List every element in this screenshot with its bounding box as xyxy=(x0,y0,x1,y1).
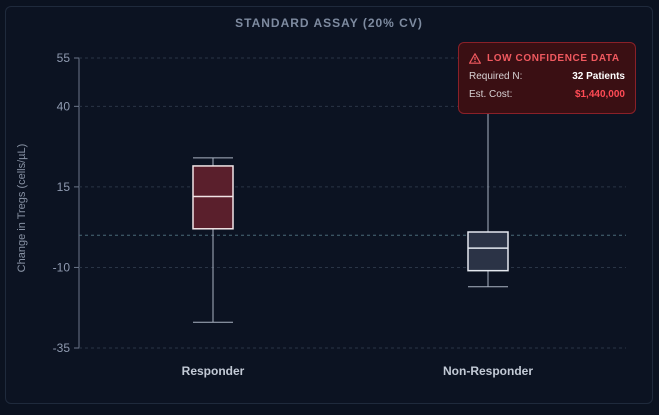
box-iqr xyxy=(192,165,234,230)
y-tick-label: 40 xyxy=(57,99,71,113)
est-cost-label: Est. Cost: xyxy=(469,89,513,100)
x-category-label: Responder xyxy=(182,364,245,378)
x-category-label: Non-Responder xyxy=(443,364,533,378)
required-n-value: 32 Patients xyxy=(572,71,625,82)
warning-row-est-cost: Est. Cost: $1,440,000 xyxy=(469,89,625,100)
box-iqr xyxy=(467,231,509,272)
est-cost-value: $1,440,000 xyxy=(574,89,625,100)
warning-row-required-n: Required N: 32 Patients xyxy=(469,71,625,82)
warning-header: LOW CONFIDENCE DATA xyxy=(469,53,625,64)
y-tick-label: 55 xyxy=(57,51,71,65)
y-tick-label: -35 xyxy=(53,341,71,355)
chart-title: STANDARD ASSAY (20% CV) xyxy=(235,16,423,30)
chart-panel: STANDARD ASSAY (20% CV) Change in Tregs … xyxy=(5,6,653,404)
warning-triangle-icon xyxy=(469,53,481,64)
required-n-label: Required N: xyxy=(469,71,523,82)
warning-title: LOW CONFIDENCE DATA xyxy=(487,53,620,64)
y-tick-label: 15 xyxy=(57,180,71,194)
low-confidence-warning: LOW CONFIDENCE DATA Required N: 32 Patie… xyxy=(458,42,636,114)
boxplot-svg: -35 -10 15 40 55 Responder Non-Responder xyxy=(53,51,626,378)
y-tick-label: -10 xyxy=(53,260,71,274)
